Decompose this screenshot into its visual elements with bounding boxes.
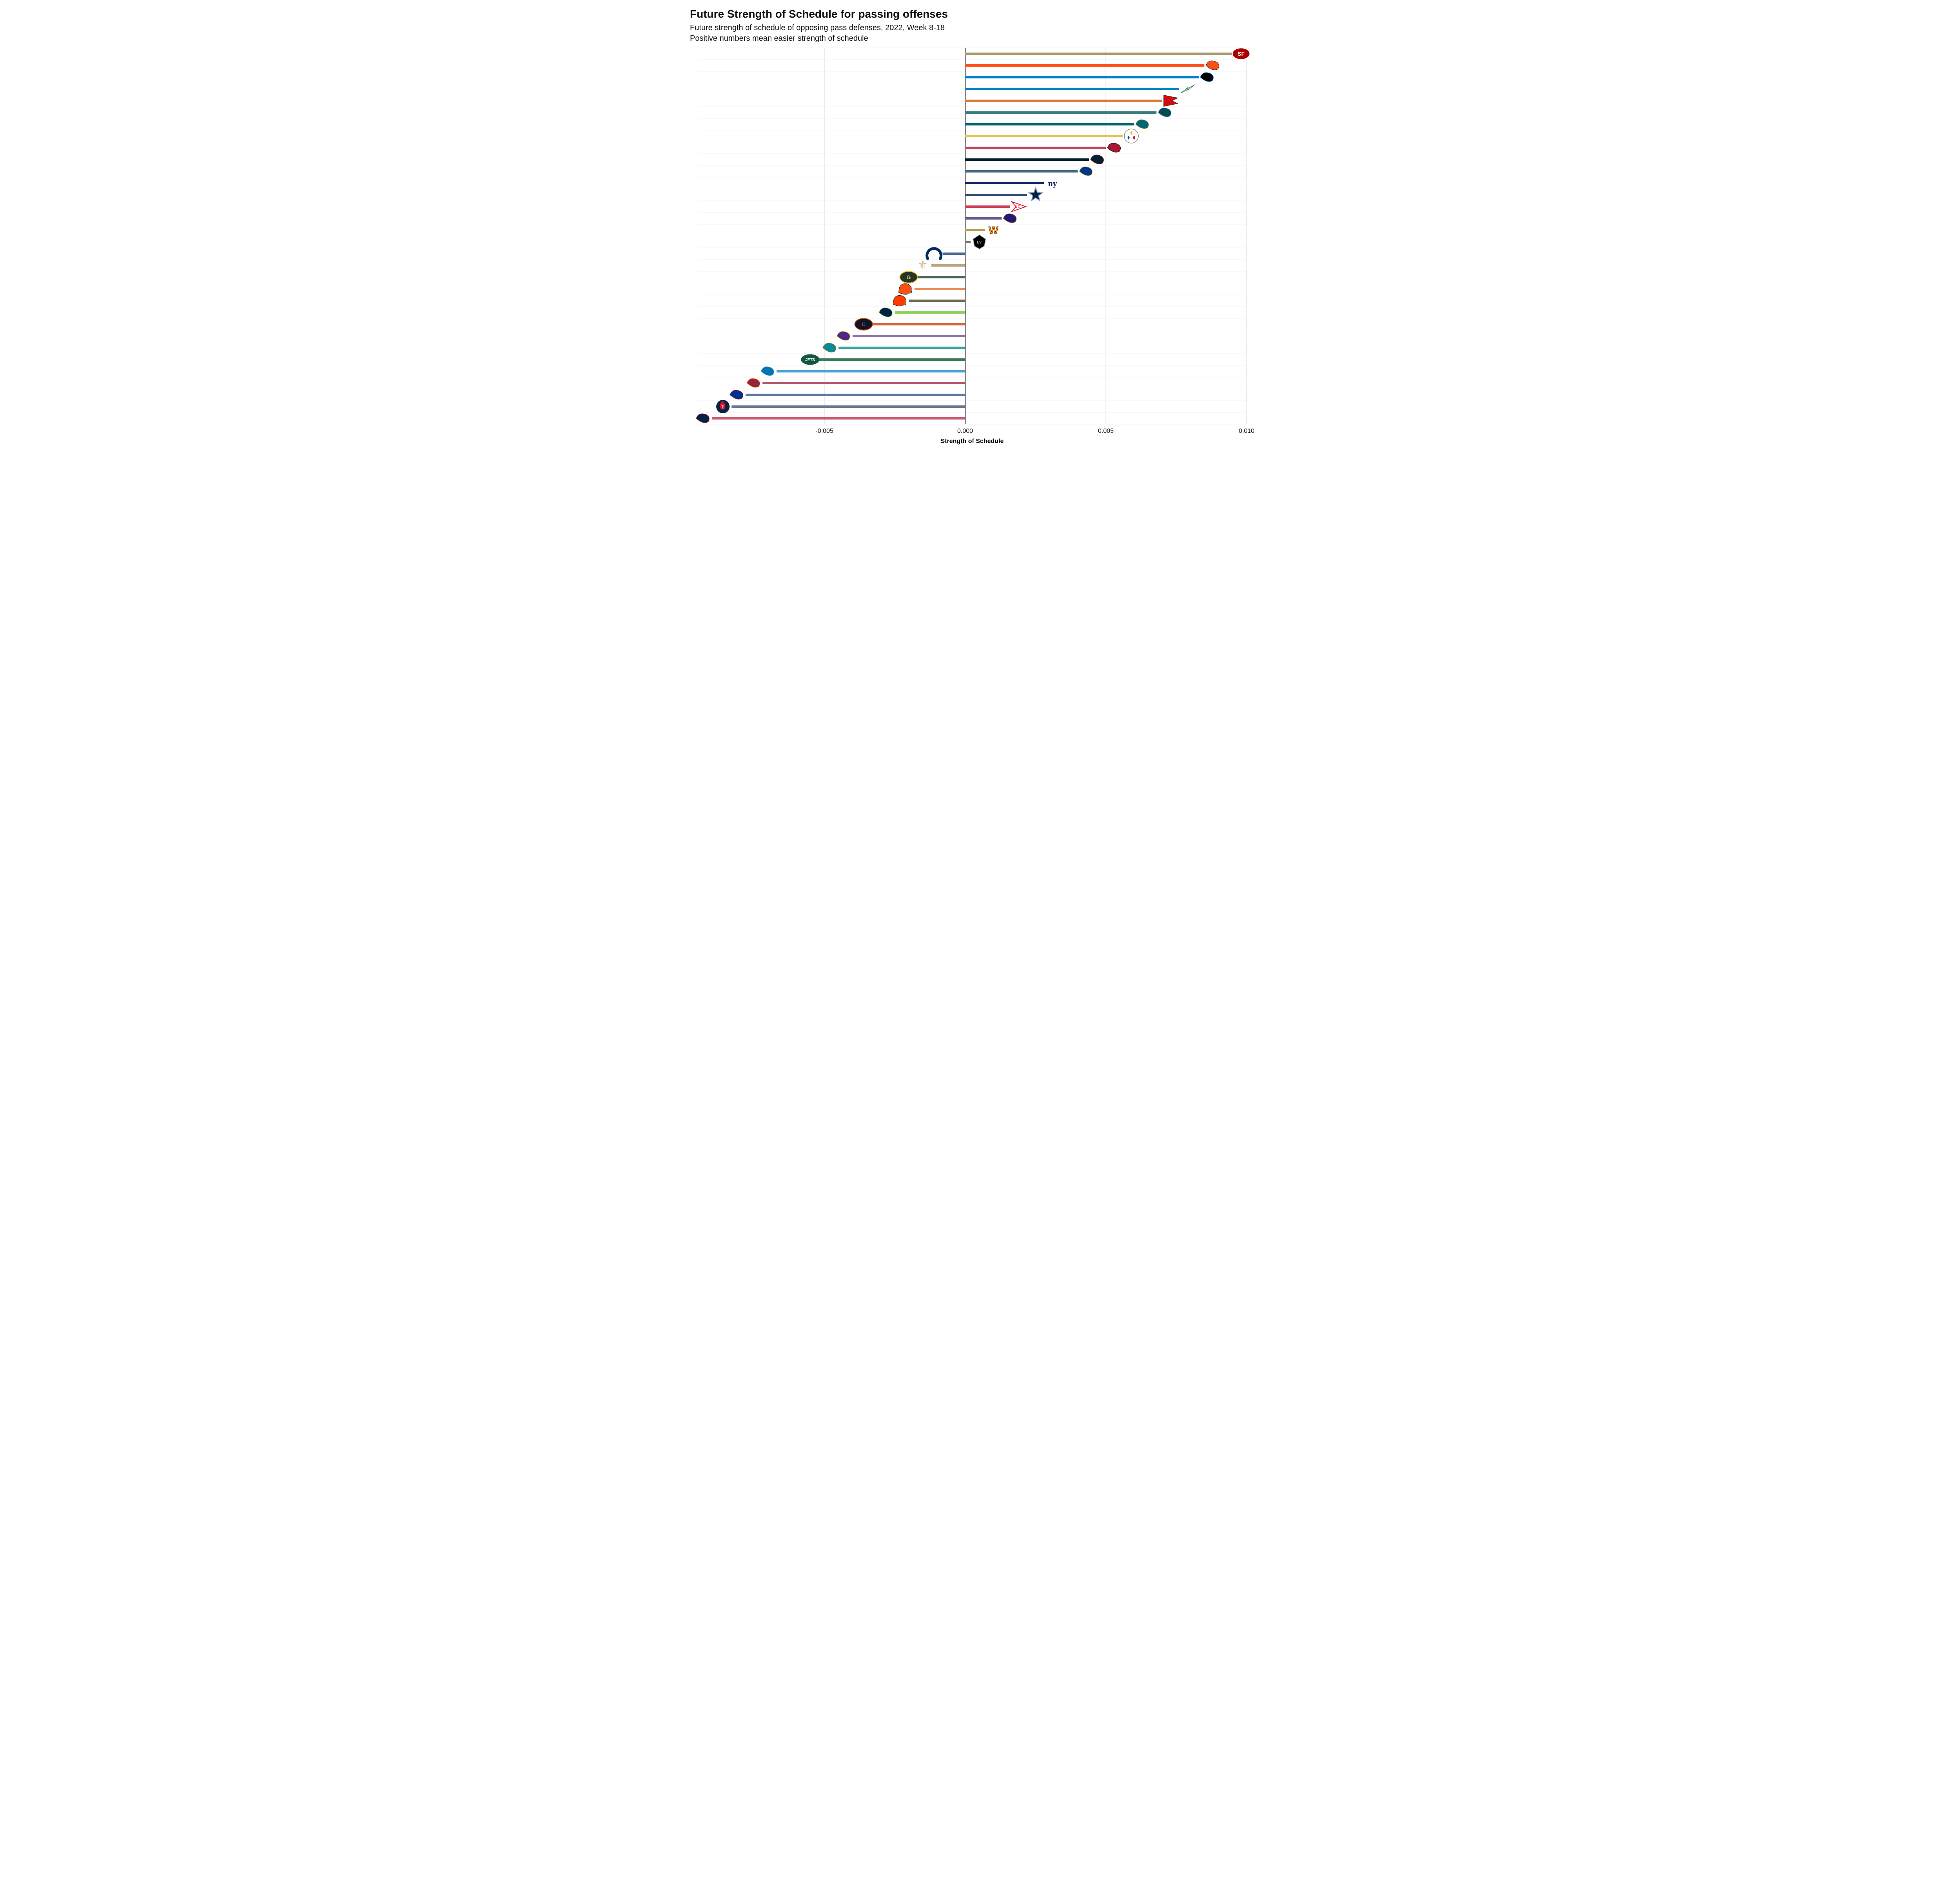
chart-title: Future Strength of Schedule for passing …: [690, 8, 1270, 20]
svg-text:JETS: JETS: [805, 358, 815, 362]
svg-text:⚜: ⚜: [917, 259, 928, 272]
chart-subtitle: Future strength of schedule of opposing …: [690, 23, 1270, 44]
sos-bar-chart: SF ny KC W LV ⚜ G C JETS T -0.005 0.000 0.005 0.010 St…: [690, 44, 1254, 448]
svg-text:W: W: [989, 224, 998, 236]
x-tick-label: 0.000: [957, 428, 973, 434]
logo-was: W: [989, 224, 998, 236]
logo-cle: [893, 296, 906, 306]
svg-text:KC: KC: [1015, 205, 1020, 209]
logo-no: ⚜: [917, 259, 928, 272]
logo-ten: T: [716, 400, 730, 413]
x-axis-label: Strength of Schedule: [941, 438, 1004, 445]
svg-text:LV: LV: [977, 240, 982, 245]
logo-cin: [899, 284, 912, 294]
chart-container: Future Strength of Schedule for passing …: [690, 8, 1270, 448]
svg-text:SF: SF: [1238, 51, 1245, 57]
svg-text:T: T: [721, 403, 725, 410]
x-tick-label: -0.005: [815, 428, 833, 434]
logo-nyg: ny: [1048, 178, 1057, 188]
svg-text:ny: ny: [1048, 178, 1057, 188]
logo-sf: SF: [1232, 48, 1250, 60]
x-tick-label: 0.005: [1098, 428, 1114, 434]
logo-nyj: JETS: [801, 354, 819, 365]
x-tick-label: 0.010: [1239, 428, 1254, 434]
svg-text:G: G: [907, 274, 911, 280]
svg-text:C: C: [862, 321, 866, 327]
logo-chi: C: [855, 318, 873, 330]
logo-gb: G: [900, 271, 918, 283]
logo-pit: [1124, 129, 1138, 143]
